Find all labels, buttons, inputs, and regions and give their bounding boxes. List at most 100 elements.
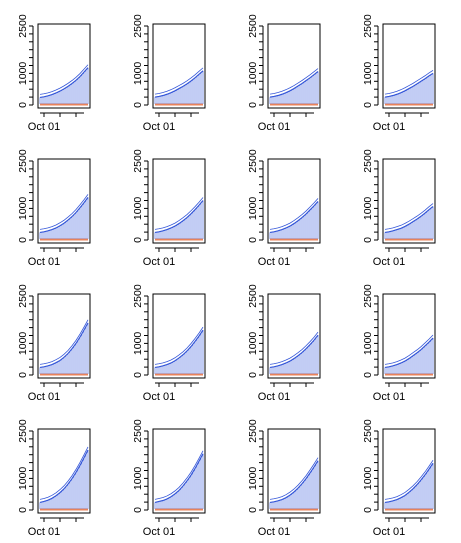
x-tick-label: Oct 01 [143, 256, 175, 268]
y-tick-label: 1000 [247, 467, 259, 491]
series-line-envelope [269, 68, 319, 95]
series-line-envelope [154, 450, 204, 500]
series-line-envelope [384, 70, 434, 95]
x-tick-label: Oct 01 [143, 121, 175, 133]
plot-frame [152, 428, 206, 514]
y-tick-label: 2500 [17, 419, 29, 443]
y-tick-label: 0 [132, 237, 144, 243]
y-tick-label: 2500 [362, 284, 374, 308]
y-tick-label: 0 [132, 507, 144, 513]
plot-frame [152, 293, 206, 379]
x-tick-label: Oct 01 [258, 391, 290, 403]
y-tick-label: 2500 [362, 419, 374, 443]
y-tick-label: 1000 [17, 467, 29, 491]
plot-frame [382, 293, 436, 379]
series-line-envelope [384, 460, 434, 500]
y-tick-label: 2500 [247, 419, 259, 443]
chart-panel-11: 0 1000 2500 Oct 01 [247, 284, 321, 403]
chart-panel-6: 0 1000 2500 Oct 01 [132, 149, 206, 268]
series-line-envelope [269, 457, 319, 500]
series-line-envelope [39, 64, 89, 95]
y-tick-label: 0 [362, 372, 374, 378]
series-line-envelope [154, 326, 204, 365]
y-tick-label: 2500 [247, 284, 259, 308]
series-line-envelope [269, 198, 319, 230]
plot-frame [37, 293, 91, 379]
chart-panel-14: 0 1000 2500 Oct 01 [132, 419, 206, 538]
y-tick-label: 2500 [132, 149, 144, 173]
y-tick-label: 0 [247, 372, 259, 378]
series-line-envelope [269, 331, 319, 365]
y-tick-label: 1000 [17, 197, 29, 221]
y-tick-label: 2500 [132, 14, 144, 38]
y-tick-label: 0 [17, 507, 29, 513]
plot-frame [37, 23, 91, 109]
chart-panel-15: 0 1000 2500 Oct 01 [247, 419, 321, 538]
series-line-envelope [154, 197, 204, 230]
y-tick-label: 0 [247, 237, 259, 243]
y-tick-label: 1000 [362, 467, 374, 491]
y-tick-label: 0 [247, 102, 259, 108]
y-tick-label: 0 [247, 507, 259, 513]
y-tick-label: 1000 [17, 62, 29, 86]
chart-panel-9: 0 1000 2500 Oct 01 [17, 284, 91, 403]
series-line-envelope [39, 194, 89, 230]
series-line-envelope [384, 203, 434, 230]
y-tick-label: 2500 [17, 149, 29, 173]
chart-panel-7: 0 1000 2500 Oct 01 [247, 149, 321, 268]
y-tick-label: 1000 [132, 332, 144, 356]
series-line-envelope [39, 319, 89, 365]
y-tick-label: 2500 [17, 14, 29, 38]
x-tick-label: Oct 01 [373, 391, 405, 403]
x-tick-label: Oct 01 [258, 256, 290, 268]
y-tick-label: 2500 [132, 284, 144, 308]
y-tick-label: 1000 [132, 197, 144, 221]
plot-frame [267, 428, 321, 514]
chart-panel-1: 0 1000 2500 Oct 01 [17, 14, 91, 133]
plot-frame [267, 158, 321, 244]
series-line-envelope [384, 334, 434, 365]
chart-panel-4: 0 1000 2500 Oct 01 [362, 14, 436, 133]
y-tick-label: 1000 [247, 62, 259, 86]
plot-frame [382, 23, 436, 109]
y-tick-label: 2500 [247, 14, 259, 38]
chart-panel-10: 0 1000 2500 Oct 01 [132, 284, 206, 403]
series-line-envelope [39, 446, 89, 500]
y-tick-label: 0 [362, 237, 374, 243]
y-tick-label: 2500 [17, 284, 29, 308]
plot-frame [267, 293, 321, 379]
y-tick-label: 0 [17, 237, 29, 243]
plot-frame [382, 158, 436, 244]
y-tick-label: 1000 [132, 62, 144, 86]
y-tick-label: 0 [132, 102, 144, 108]
x-tick-label: Oct 01 [258, 526, 290, 538]
chart-panel-13: 0 1000 2500 Oct 01 [17, 419, 91, 538]
chart-panel-2: 0 1000 2500 Oct 01 [132, 14, 206, 133]
chart-panel-3: 0 1000 2500 Oct 01 [247, 14, 321, 133]
y-tick-label: 1000 [247, 332, 259, 356]
y-tick-label: 0 [17, 372, 29, 378]
y-tick-label: 2500 [247, 149, 259, 173]
y-tick-label: 2500 [362, 149, 374, 173]
plot-frame [37, 158, 91, 244]
series-line-envelope [154, 67, 204, 95]
plot-frame [382, 428, 436, 514]
y-tick-label: 1000 [17, 332, 29, 356]
y-tick-label: 0 [362, 102, 374, 108]
plot-frame [37, 428, 91, 514]
y-tick-label: 1000 [132, 467, 144, 491]
x-tick-label: Oct 01 [28, 121, 60, 133]
chart-panel-16: 0 1000 2500 Oct 01 [362, 419, 436, 538]
y-tick-label: 1000 [362, 197, 374, 221]
x-tick-label: Oct 01 [143, 391, 175, 403]
x-tick-label: Oct 01 [28, 391, 60, 403]
chart-panel-5: 0 1000 2500 Oct 01 [17, 149, 91, 268]
x-tick-label: Oct 01 [28, 526, 60, 538]
x-tick-label: Oct 01 [28, 256, 60, 268]
y-tick-label: 0 [362, 507, 374, 513]
y-tick-label: 1000 [247, 197, 259, 221]
y-tick-label: 2500 [362, 14, 374, 38]
y-tick-label: 0 [17, 102, 29, 108]
x-tick-label: Oct 01 [258, 121, 290, 133]
